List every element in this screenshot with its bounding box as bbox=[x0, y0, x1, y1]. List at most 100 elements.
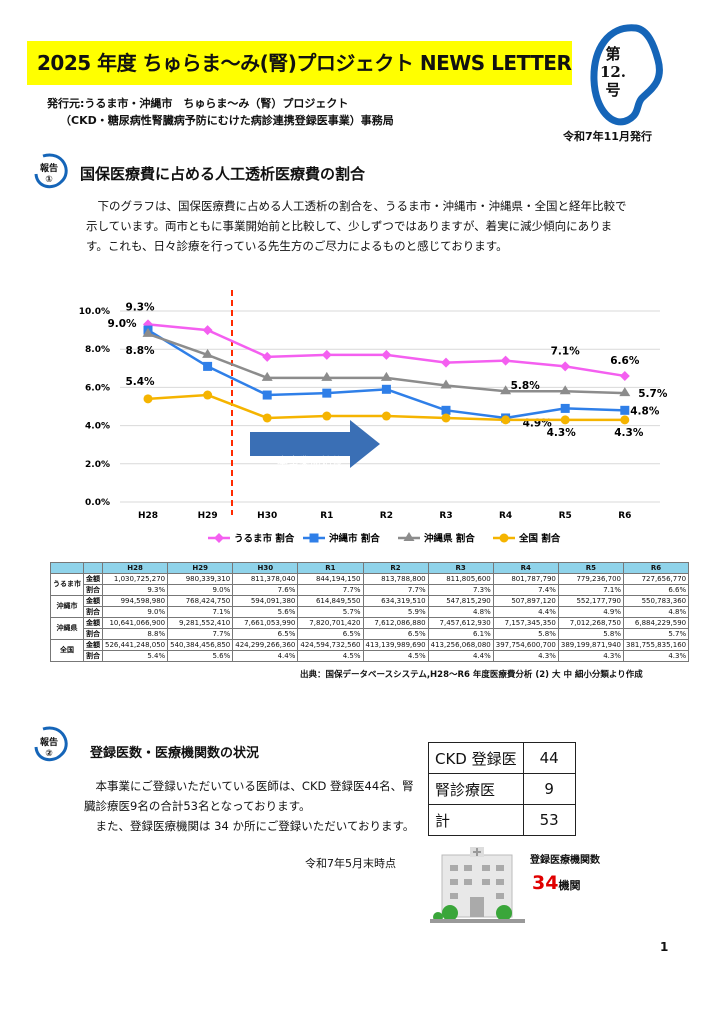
data-label: 8.8% bbox=[125, 345, 155, 357]
y-tick-label: 6.0% bbox=[85, 383, 110, 393]
data-point bbox=[322, 388, 332, 398]
legend-label: 沖縄市 割合 bbox=[329, 533, 380, 545]
data-point bbox=[321, 371, 333, 381]
data-point bbox=[441, 357, 451, 368]
data-point bbox=[142, 327, 154, 337]
data-point bbox=[261, 371, 273, 381]
ratio-cell: 7.7% bbox=[167, 627, 234, 640]
section-text-2: また、登録医療機関は 34 か所にご登録いただいております。 bbox=[84, 819, 415, 833]
amount-cell: 413,256,068,080 bbox=[427, 638, 494, 651]
source-note: 出典：国保データベースシステム,H28～R6 年度医療費分析 (2) 大 中 細… bbox=[300, 670, 643, 680]
table-row: うるま市 金額 1,030,725,270 980,339,310 811,378,04… bbox=[50, 572, 690, 596]
amount-cell: 813,788,800 bbox=[362, 572, 429, 585]
data-point bbox=[619, 387, 631, 397]
row-label: CKD 登録医 bbox=[428, 742, 524, 774]
series-2: 8.8% 5.8% 5.7% bbox=[125, 327, 668, 400]
amount-cell: 594,091,380 bbox=[232, 594, 299, 607]
annotation-label: 本事業開始後 bbox=[277, 454, 343, 468]
amount-cell: 7,820,701,420 bbox=[297, 616, 364, 629]
data-label: 5.8% bbox=[511, 380, 541, 392]
data-label: 9.0% bbox=[107, 318, 137, 330]
ratio-cell: 4.3% bbox=[622, 649, 690, 662]
data-point bbox=[214, 533, 224, 543]
corner-cell bbox=[83, 562, 103, 574]
amount-cell: 389,199,871,940 bbox=[557, 638, 625, 651]
data-point bbox=[441, 405, 451, 415]
table-row: 割合 9.3% 9.0% 7.6% 7.7% 7.7% 7.3% 7.4% 7.1% 6.6% bbox=[51, 583, 690, 596]
issue-top: 第 bbox=[605, 45, 621, 63]
ratio-cell: 9.0% bbox=[101, 605, 169, 618]
data-point bbox=[380, 371, 392, 381]
amount-cell: 381,755,835,160 bbox=[622, 638, 690, 651]
row-type: 割合 bbox=[83, 627, 103, 640]
amount-cell: 1,030,725,270 bbox=[101, 572, 169, 585]
table-row: 割合 5.4% 5.6% 4.4% 4.5% 4.5% 4.4% 4.3% 4.3% 4.3% bbox=[51, 649, 690, 662]
data-point bbox=[381, 384, 391, 394]
ratio-cell: 4.5% bbox=[362, 649, 429, 662]
table-row: CKD 登録医 44 bbox=[428, 742, 576, 774]
column-header: H28 bbox=[101, 562, 169, 574]
ratio-cell: 7.7% bbox=[297, 583, 364, 596]
ratio-cell: 4.8% bbox=[622, 605, 690, 618]
data-point bbox=[559, 385, 571, 395]
data-point bbox=[203, 390, 213, 400]
table-row: 沖縄県 金額 10,641,066,900 9,281,552,410 7,661,05… bbox=[50, 616, 690, 640]
registered-doctors-table: CKD 登録医 44 腎診療医 9 計 53 bbox=[428, 742, 576, 836]
group-label: 沖縄県 bbox=[50, 616, 84, 640]
data-label: 9.3% bbox=[125, 301, 155, 313]
x-tick-label: H29 bbox=[198, 511, 218, 521]
amount-cell: 614,849,550 bbox=[297, 594, 364, 607]
amount-cell: 424,299,266,360 bbox=[232, 638, 299, 651]
row-type: 金額 bbox=[83, 594, 103, 607]
table-row: 割合 9.0% 7.1% 5.6% 5.7% 5.9% 4.8% 4.4% 4.9% 4.8% bbox=[51, 605, 690, 618]
amount-cell: 424,594,732,560 bbox=[297, 638, 364, 651]
ratio-cell: 4.4% bbox=[232, 649, 299, 662]
ratio-cell: 5.4% bbox=[101, 649, 169, 662]
legend-label: うるま市 割合 bbox=[234, 533, 295, 545]
cost-data-table: H28 H29 H30 R1 R2 R3 R4 R5 R6 うるま市 金額 1,030,725,270… bbox=[50, 562, 690, 662]
data-point bbox=[309, 533, 319, 543]
amount-cell: 550,783,360 bbox=[622, 594, 690, 607]
amount-cell: 779,236,700 bbox=[557, 572, 625, 585]
data-point bbox=[381, 411, 391, 421]
table-row: 沖縄市 金額 994,598,980 768,424,750 594,091,380 61… bbox=[50, 594, 690, 618]
section-text: 本事業にご登録いただいている医師は、CKD 登録医44名、腎臓診療医9名の合計5… bbox=[84, 779, 414, 813]
row-type: 金額 bbox=[83, 616, 103, 629]
ratio-cell: 4.4% bbox=[492, 605, 559, 618]
amount-cell: 507,897,120 bbox=[492, 594, 559, 607]
report-badge-icon bbox=[34, 726, 68, 762]
badge-label: 報告 bbox=[39, 164, 58, 174]
row-value: 9 bbox=[522, 773, 576, 805]
data-point bbox=[620, 415, 630, 425]
ratio-cell: 4.9% bbox=[557, 605, 625, 618]
data-label: 4.3% bbox=[614, 427, 644, 439]
amount-cell: 7,457,612,930 bbox=[427, 616, 494, 629]
issue-bottom: 号 bbox=[605, 81, 621, 99]
row-type: 金額 bbox=[83, 638, 103, 651]
data-point bbox=[381, 349, 392, 360]
row-type: 金額 bbox=[83, 572, 103, 585]
series-1: 9.0%4.9%4.8% bbox=[107, 318, 659, 429]
row-label: 計 bbox=[428, 804, 524, 836]
data-point bbox=[560, 403, 570, 413]
amount-cell: 7,012,268,750 bbox=[557, 616, 625, 629]
amount-cell: 7,612,086,880 bbox=[362, 616, 429, 629]
data-point bbox=[500, 385, 512, 395]
ratio-cell: 6.6% bbox=[622, 583, 690, 596]
x-tick-label: R1 bbox=[320, 511, 333, 521]
facility-unit: 機関 bbox=[558, 879, 581, 892]
ratio-cell: 5.8% bbox=[557, 627, 625, 640]
data-point bbox=[262, 351, 273, 362]
ratio-cell: 5.8% bbox=[492, 627, 559, 640]
amount-cell: 552,177,790 bbox=[557, 594, 625, 607]
report-badge-icon bbox=[34, 153, 68, 189]
ratio-cell: 5.6% bbox=[232, 605, 299, 618]
data-label: 7.1% bbox=[551, 345, 581, 357]
data-point bbox=[203, 361, 213, 371]
column-header: H30 bbox=[232, 562, 299, 574]
publisher-line1: 発行元:うるま市・沖縄市 ちゅらま～み（腎）プロジェクト bbox=[47, 97, 349, 110]
data-point bbox=[321, 349, 332, 360]
ratio-cell: 9.3% bbox=[101, 583, 169, 596]
ratio-cell: 6.5% bbox=[362, 627, 429, 640]
series-0: 9.3% 7.1% 6.6% bbox=[125, 301, 640, 381]
